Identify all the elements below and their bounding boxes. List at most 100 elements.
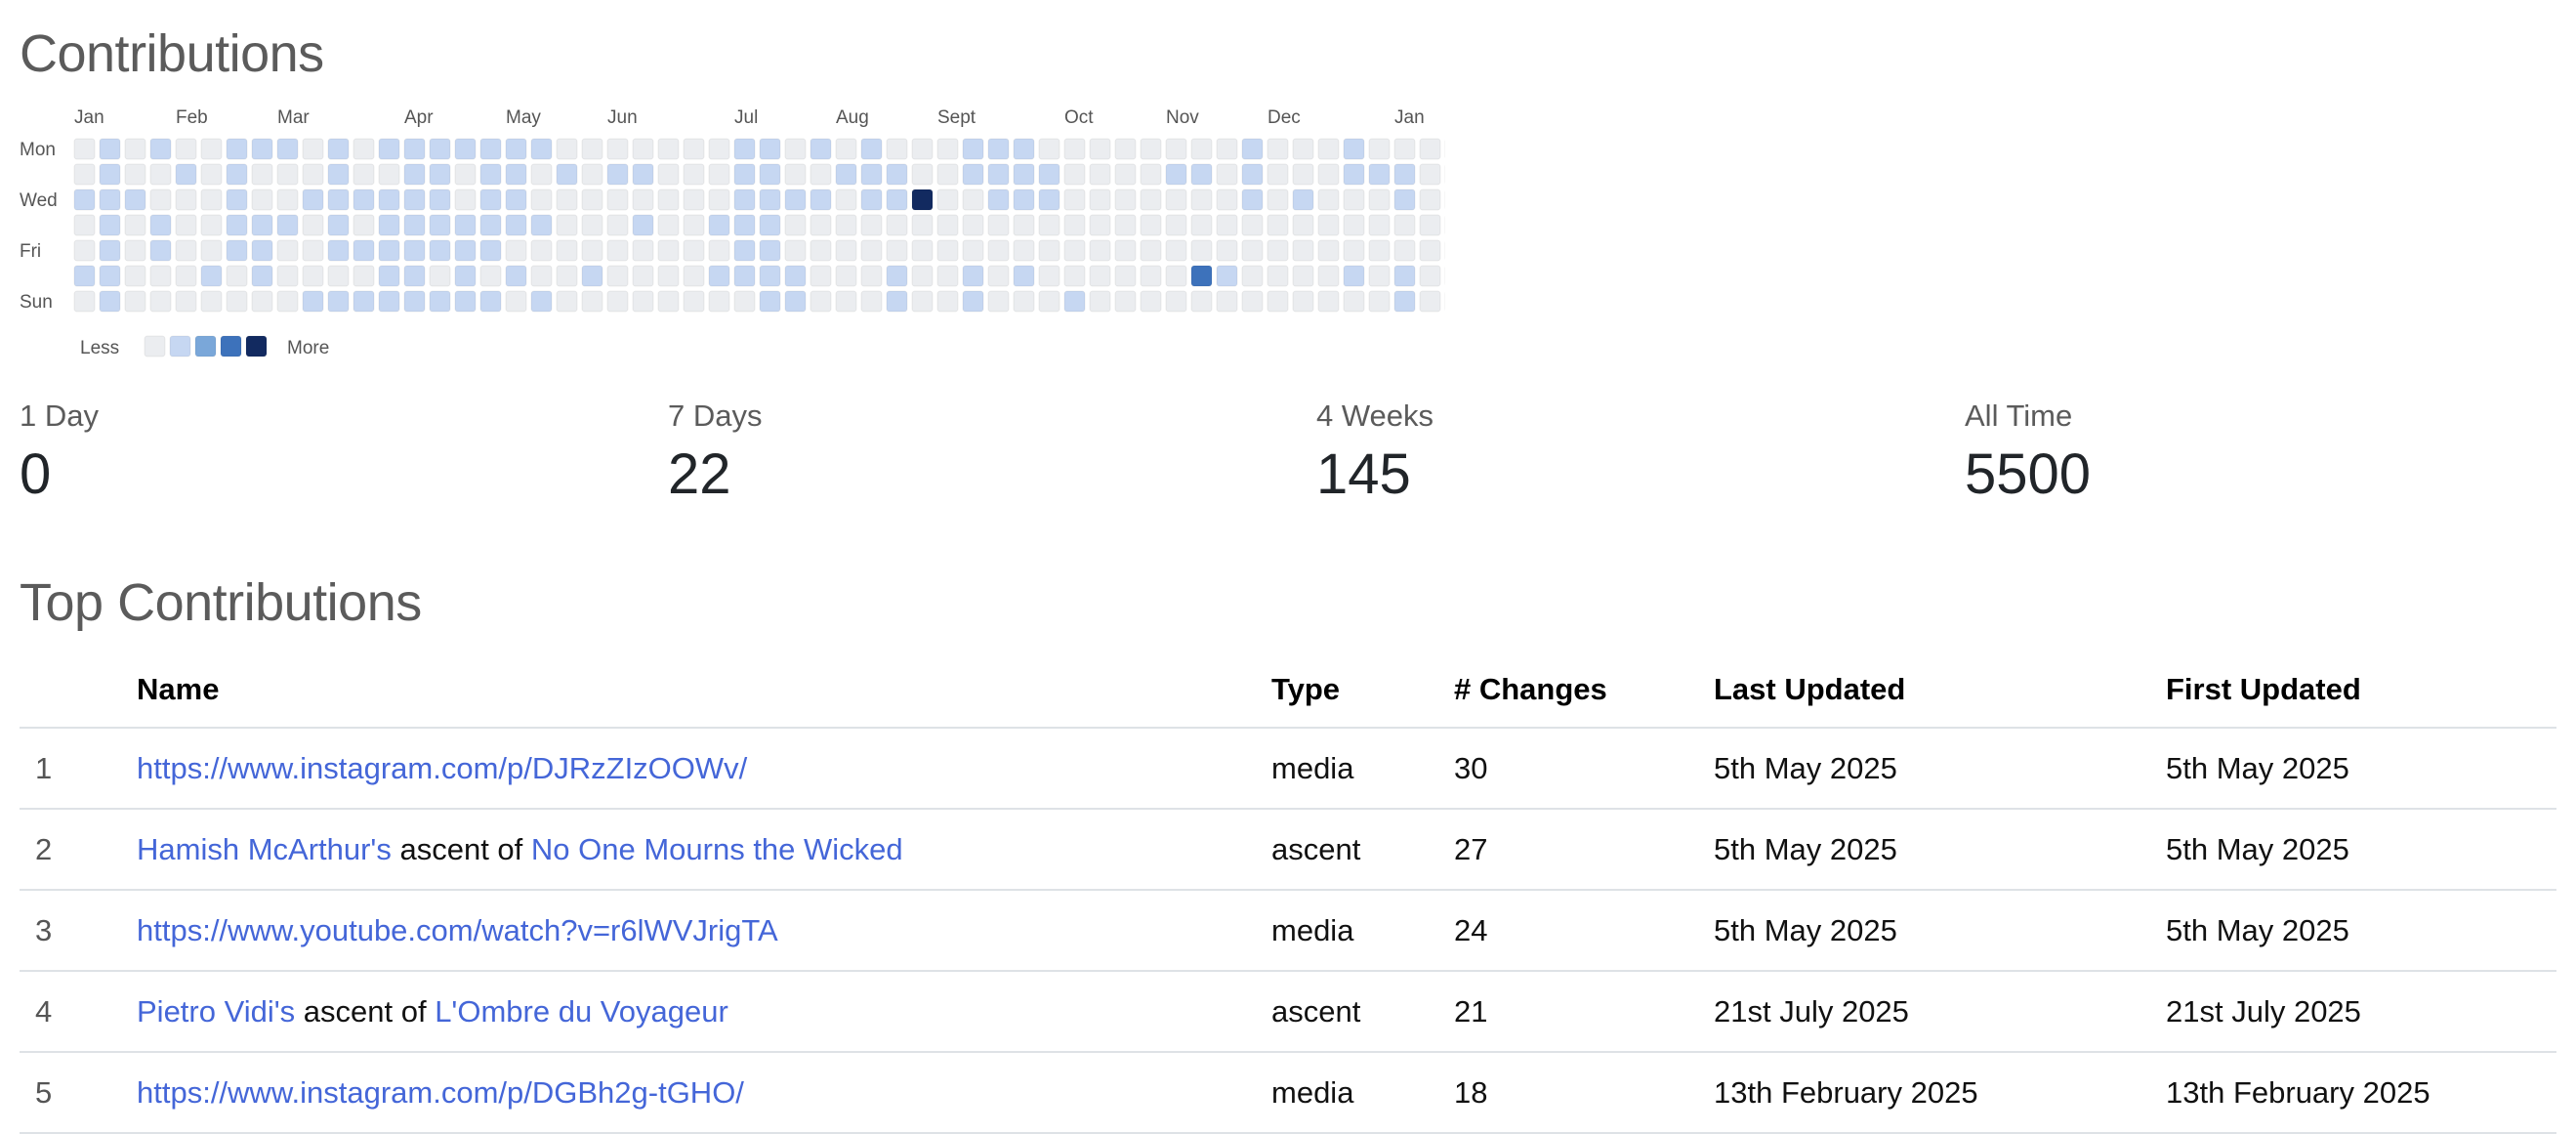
- heatmap-cell[interactable]: [200, 290, 223, 313]
- heatmap-cell[interactable]: [886, 163, 908, 186]
- heatmap-cell[interactable]: [1038, 290, 1060, 313]
- heatmap-cell[interactable]: [810, 239, 832, 262]
- heatmap-cell[interactable]: [759, 163, 781, 186]
- heatmap-cell[interactable]: [556, 214, 578, 236]
- heatmap-cell[interactable]: [581, 163, 603, 186]
- heatmap-cell[interactable]: [835, 239, 857, 262]
- heatmap-cell[interactable]: [632, 290, 654, 313]
- heatmap-cell[interactable]: [759, 290, 781, 313]
- heatmap-cell[interactable]: [657, 239, 680, 262]
- heatmap-cell[interactable]: [860, 163, 883, 186]
- heatmap-cell[interactable]: [530, 239, 553, 262]
- heatmap-cell[interactable]: [708, 290, 730, 313]
- heatmap-cell[interactable]: [226, 290, 248, 313]
- heatmap-cell[interactable]: [175, 138, 197, 160]
- heatmap-cell[interactable]: [683, 265, 705, 287]
- heatmap-cell[interactable]: [1165, 290, 1187, 313]
- heatmap-cell[interactable]: [1343, 189, 1365, 211]
- name-link[interactable]: Pietro Vidi's: [137, 993, 296, 1029]
- heatmap-cell[interactable]: [1292, 138, 1314, 160]
- heatmap-cell[interactable]: [708, 214, 730, 236]
- heatmap-cell[interactable]: [1114, 290, 1137, 313]
- heatmap-cell[interactable]: [403, 239, 426, 262]
- heatmap-cell[interactable]: [302, 239, 324, 262]
- heatmap-cell[interactable]: [1368, 265, 1391, 287]
- heatmap-cell[interactable]: [403, 290, 426, 313]
- heatmap-cell[interactable]: [353, 189, 375, 211]
- heatmap-cell[interactable]: [835, 214, 857, 236]
- name-link[interactable]: No One Mourns the Wicked: [530, 831, 903, 866]
- heatmap-cell[interactable]: [1165, 189, 1187, 211]
- heatmap-cell[interactable]: [657, 138, 680, 160]
- heatmap-cell[interactable]: [1089, 290, 1111, 313]
- heatmap-cell[interactable]: [1038, 265, 1060, 287]
- heatmap-cell[interactable]: [657, 290, 680, 313]
- heatmap-cell[interactable]: [327, 290, 350, 313]
- heatmap-cell[interactable]: [479, 189, 502, 211]
- heatmap-cell[interactable]: [810, 265, 832, 287]
- heatmap-cell[interactable]: [962, 239, 984, 262]
- heatmap-cell[interactable]: [1241, 163, 1264, 186]
- heatmap-cell[interactable]: [962, 290, 984, 313]
- heatmap-cell[interactable]: [149, 214, 172, 236]
- heatmap-cell[interactable]: [73, 214, 96, 236]
- heatmap-cell[interactable]: [429, 163, 451, 186]
- heatmap-cell[interactable]: [1317, 214, 1340, 236]
- heatmap-cell[interactable]: [911, 239, 934, 262]
- heatmap-cell[interactable]: [987, 265, 1010, 287]
- heatmap-cell[interactable]: [1165, 163, 1187, 186]
- heatmap-cell[interactable]: [860, 239, 883, 262]
- heatmap-cell[interactable]: [99, 163, 121, 186]
- heatmap-cell[interactable]: [810, 163, 832, 186]
- heatmap-cell[interactable]: [200, 163, 223, 186]
- heatmap-cell[interactable]: [353, 290, 375, 313]
- heatmap-cell[interactable]: [1393, 239, 1416, 262]
- heatmap-cell[interactable]: [124, 290, 146, 313]
- heatmap-cell[interactable]: [936, 214, 959, 236]
- legend-swatch[interactable]: [169, 335, 191, 357]
- heatmap-cell[interactable]: [581, 290, 603, 313]
- heatmap-cell[interactable]: [1343, 265, 1365, 287]
- heatmap-cell[interactable]: [1114, 265, 1137, 287]
- heatmap-cell[interactable]: [1089, 163, 1111, 186]
- heatmap-cell[interactable]: [1216, 163, 1238, 186]
- heatmap-cell[interactable]: [327, 239, 350, 262]
- heatmap-cell[interactable]: [708, 265, 730, 287]
- heatmap-cell[interactable]: [632, 214, 654, 236]
- heatmap-cell[interactable]: [784, 290, 807, 313]
- heatmap-cell[interactable]: [1267, 290, 1289, 313]
- heatmap-cell[interactable]: [657, 265, 680, 287]
- heatmap-cell[interactable]: [454, 239, 477, 262]
- heatmap-cell[interactable]: [683, 189, 705, 211]
- heatmap-cell[interactable]: [1393, 290, 1416, 313]
- heatmap-cell[interactable]: [784, 239, 807, 262]
- heatmap-cell[interactable]: [1267, 214, 1289, 236]
- heatmap-cell[interactable]: [657, 163, 680, 186]
- heatmap-cell[interactable]: [1089, 189, 1111, 211]
- heatmap-cell[interactable]: [479, 265, 502, 287]
- heatmap-cell[interactable]: [429, 138, 451, 160]
- heatmap-cell[interactable]: [987, 189, 1010, 211]
- heatmap-cell[interactable]: [810, 189, 832, 211]
- heatmap-cell[interactable]: [632, 265, 654, 287]
- heatmap-cell[interactable]: [632, 189, 654, 211]
- heatmap-cell[interactable]: [1063, 290, 1086, 313]
- heatmap-cell[interactable]: [1140, 163, 1162, 186]
- heatmap-cell[interactable]: [1292, 239, 1314, 262]
- heatmap-cell[interactable]: [987, 290, 1010, 313]
- heatmap-cell[interactable]: [530, 189, 553, 211]
- heatmap-cell[interactable]: [175, 214, 197, 236]
- heatmap-cell[interactable]: [403, 265, 426, 287]
- heatmap-cell[interactable]: [632, 239, 654, 262]
- heatmap-cell[interactable]: [911, 163, 934, 186]
- heatmap-cell[interactable]: [962, 138, 984, 160]
- heatmap-cell[interactable]: [1317, 163, 1340, 186]
- heatmap-cell[interactable]: [632, 163, 654, 186]
- heatmap-cell[interactable]: [581, 239, 603, 262]
- heatmap-cell[interactable]: [1013, 214, 1035, 236]
- heatmap-cell[interactable]: [276, 189, 299, 211]
- heatmap-cell[interactable]: [1393, 189, 1416, 211]
- heatmap-cell[interactable]: [784, 138, 807, 160]
- heatmap-cell[interactable]: [1292, 163, 1314, 186]
- heatmap-cell[interactable]: [429, 265, 451, 287]
